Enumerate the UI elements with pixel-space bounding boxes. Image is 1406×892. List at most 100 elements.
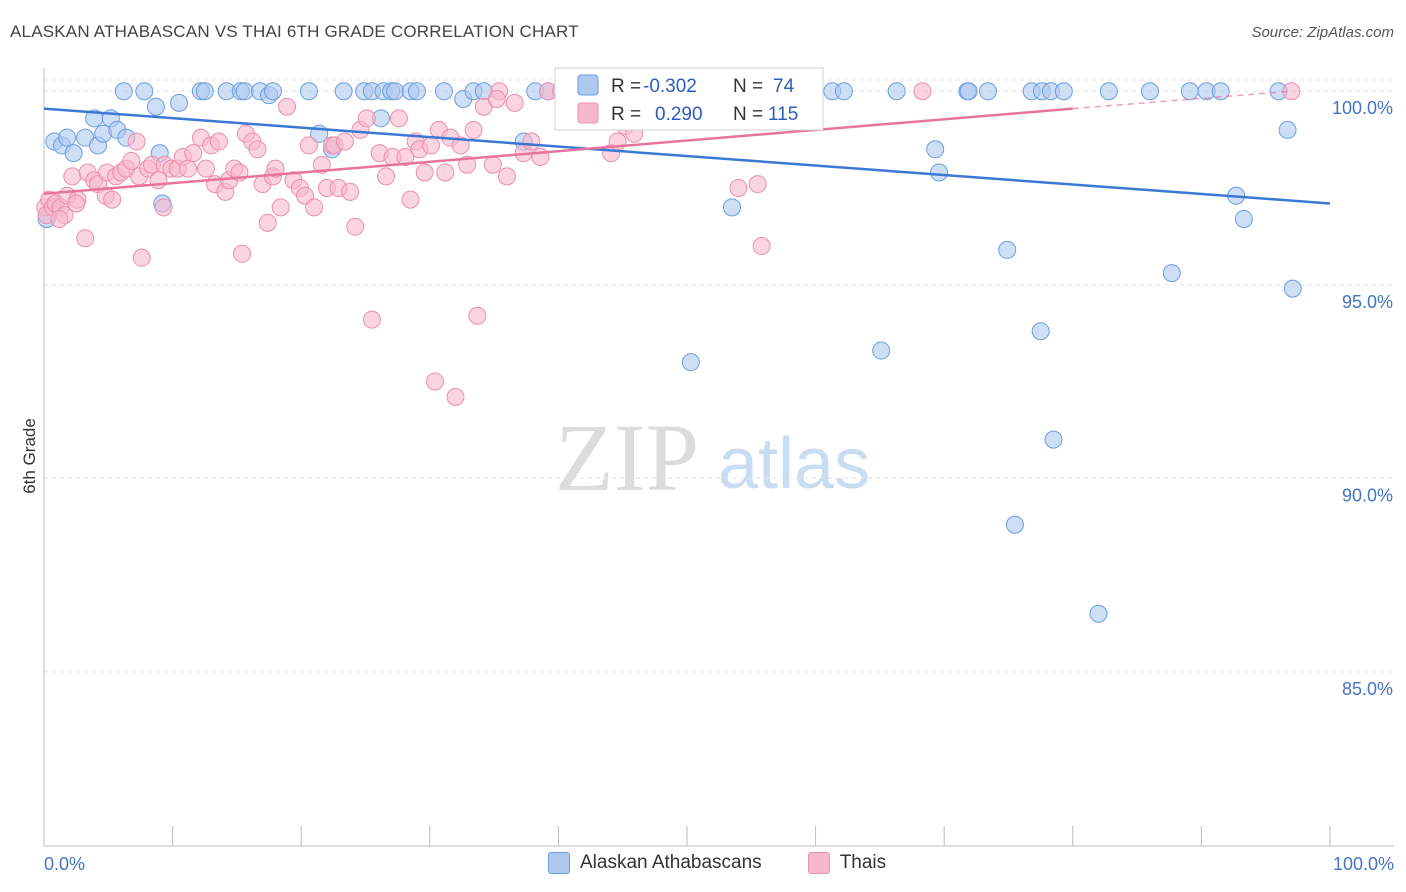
bottom-legend: Alaskan Athabascans Thais bbox=[548, 852, 886, 874]
athabascan-point-74 bbox=[1234, 209, 1253, 228]
athabascan-point-56 bbox=[834, 82, 853, 101]
y-tick-label-95: 95.0% bbox=[1342, 292, 1393, 312]
athabascan-point-62 bbox=[978, 82, 997, 101]
thai-point-56 bbox=[299, 136, 318, 155]
thai-point-52 bbox=[278, 97, 297, 116]
watermark-atlas: atlas bbox=[718, 424, 870, 504]
legend-swatch-pink bbox=[577, 102, 599, 124]
thai-point-32 bbox=[179, 159, 198, 178]
thai-point-50 bbox=[266, 159, 285, 178]
thai-point-89 bbox=[483, 155, 502, 174]
thai-point-64 bbox=[341, 182, 360, 201]
athabascan-point-80 bbox=[1044, 430, 1063, 449]
athabascan-point-76 bbox=[1283, 279, 1302, 298]
athabascan-point-4 bbox=[64, 144, 83, 163]
legend-n-label-1: N = bbox=[733, 76, 763, 97]
athabascan-point-61 bbox=[959, 82, 978, 101]
athabascan-point-19 bbox=[195, 82, 214, 101]
thai-point-112 bbox=[752, 237, 771, 256]
thai-point-51 bbox=[271, 198, 290, 217]
thai-point-38 bbox=[209, 132, 228, 151]
athabascan-point-25 bbox=[263, 82, 282, 101]
athabascan-point-3 bbox=[58, 128, 77, 147]
athabascan-point-81 bbox=[1089, 604, 1108, 623]
athabascan-point-52 bbox=[723, 198, 742, 217]
legend-swatch-blue bbox=[577, 74, 599, 96]
thai-point-35 bbox=[197, 159, 216, 178]
athabascan-point-12 bbox=[114, 82, 133, 101]
legend-r-label-1: R = bbox=[611, 76, 641, 97]
y-tick-label-100: 100.0% bbox=[1332, 98, 1393, 118]
legend-r-value-2: 0.290 bbox=[655, 104, 703, 125]
athabascan-point-38 bbox=[434, 82, 453, 101]
thai-point-81 bbox=[436, 163, 455, 182]
bottom-legend-label-2: Thais bbox=[839, 852, 887, 873]
athabascan-point-29 bbox=[334, 82, 353, 101]
athabascan-point-13 bbox=[135, 82, 154, 101]
thai-point-110 bbox=[729, 178, 748, 197]
thai-point-73 bbox=[396, 148, 415, 167]
legend-n-label-2: N = bbox=[733, 104, 763, 125]
legend-frame bbox=[554, 67, 824, 131]
athabascan-point-17 bbox=[170, 93, 189, 112]
x-tick-label-100: 100.0% bbox=[1333, 854, 1394, 874]
thai-point-72 bbox=[389, 109, 408, 128]
athabascan-point-72 bbox=[1211, 82, 1230, 101]
legend-r-value-1: -0.302 bbox=[643, 76, 697, 97]
bottom-legend-swatch-pink bbox=[807, 852, 830, 874]
thai-point-68 bbox=[362, 310, 381, 329]
thai-point-70 bbox=[377, 167, 396, 186]
athabascan-point-14 bbox=[146, 97, 165, 116]
y-tick-label-90: 90.0% bbox=[1342, 485, 1393, 505]
thai-point-111 bbox=[748, 175, 767, 194]
series-thais bbox=[36, 82, 1301, 407]
series-alaskan-athabascans bbox=[37, 82, 1302, 623]
legend-r-label-2: R = bbox=[611, 104, 641, 125]
thai-point-20 bbox=[122, 151, 141, 170]
thai-point-115 bbox=[67, 194, 86, 213]
athabascan-point-59 bbox=[930, 163, 949, 182]
thai-point-92 bbox=[497, 167, 516, 186]
thai-point-58 bbox=[312, 155, 331, 174]
thai-point-46 bbox=[248, 140, 267, 159]
thai-point-21 bbox=[127, 132, 146, 151]
thai-point-28 bbox=[154, 198, 173, 217]
thai-point-78 bbox=[422, 136, 441, 155]
trend-line-athabascan bbox=[43, 107, 1331, 205]
athabascan-point-37 bbox=[407, 82, 426, 101]
thai-point-23 bbox=[132, 248, 151, 267]
trend-lines bbox=[43, 90, 1331, 205]
trend-line-thai bbox=[43, 107, 1073, 196]
thai-point-77 bbox=[415, 163, 434, 182]
athabascan-point-35 bbox=[386, 82, 405, 101]
y-tick-labels: 100.0% 95.0% 90.0% 85.0% bbox=[1332, 98, 1393, 699]
chart-title: ALASKAN ATHABASCAN VS THAI 6TH GRADE COR… bbox=[10, 22, 579, 41]
athabascan-point-75 bbox=[1278, 120, 1297, 139]
bottom-legend-label-1: Alaskan Athabascans bbox=[580, 852, 762, 873]
thai-point-57 bbox=[305, 198, 324, 217]
athabascan-point-57 bbox=[887, 82, 906, 101]
thai-point-91 bbox=[487, 89, 506, 108]
athabascan-point-67 bbox=[1054, 82, 1073, 101]
x-tick-label-0: 0.0% bbox=[44, 854, 85, 874]
thai-point-16 bbox=[103, 190, 122, 209]
source-label: Source: ZipAtlas.com bbox=[1251, 24, 1394, 41]
thai-point-83 bbox=[446, 388, 465, 407]
y-axis-title: 6th Grade bbox=[20, 418, 39, 494]
legend-box: R = -0.302 N = 74 R = 0.290 N = 115 bbox=[554, 67, 824, 131]
thai-point-67 bbox=[357, 109, 376, 128]
thai-point-63 bbox=[335, 132, 354, 151]
athabascan-point-69 bbox=[1140, 82, 1159, 101]
athabascan-point-70 bbox=[1180, 82, 1199, 101]
legend-n-value-2: 115 bbox=[768, 104, 798, 125]
athabascan-point-77 bbox=[1162, 264, 1181, 283]
athabascan-point-26 bbox=[299, 82, 318, 101]
thai-point-43 bbox=[233, 244, 252, 263]
athabascan-point-78 bbox=[1005, 515, 1024, 534]
thai-point-87 bbox=[468, 306, 487, 325]
thai-point-93 bbox=[505, 93, 524, 112]
trend-line-thai-extension bbox=[1072, 90, 1292, 110]
athabascan-point-79 bbox=[1031, 322, 1050, 341]
